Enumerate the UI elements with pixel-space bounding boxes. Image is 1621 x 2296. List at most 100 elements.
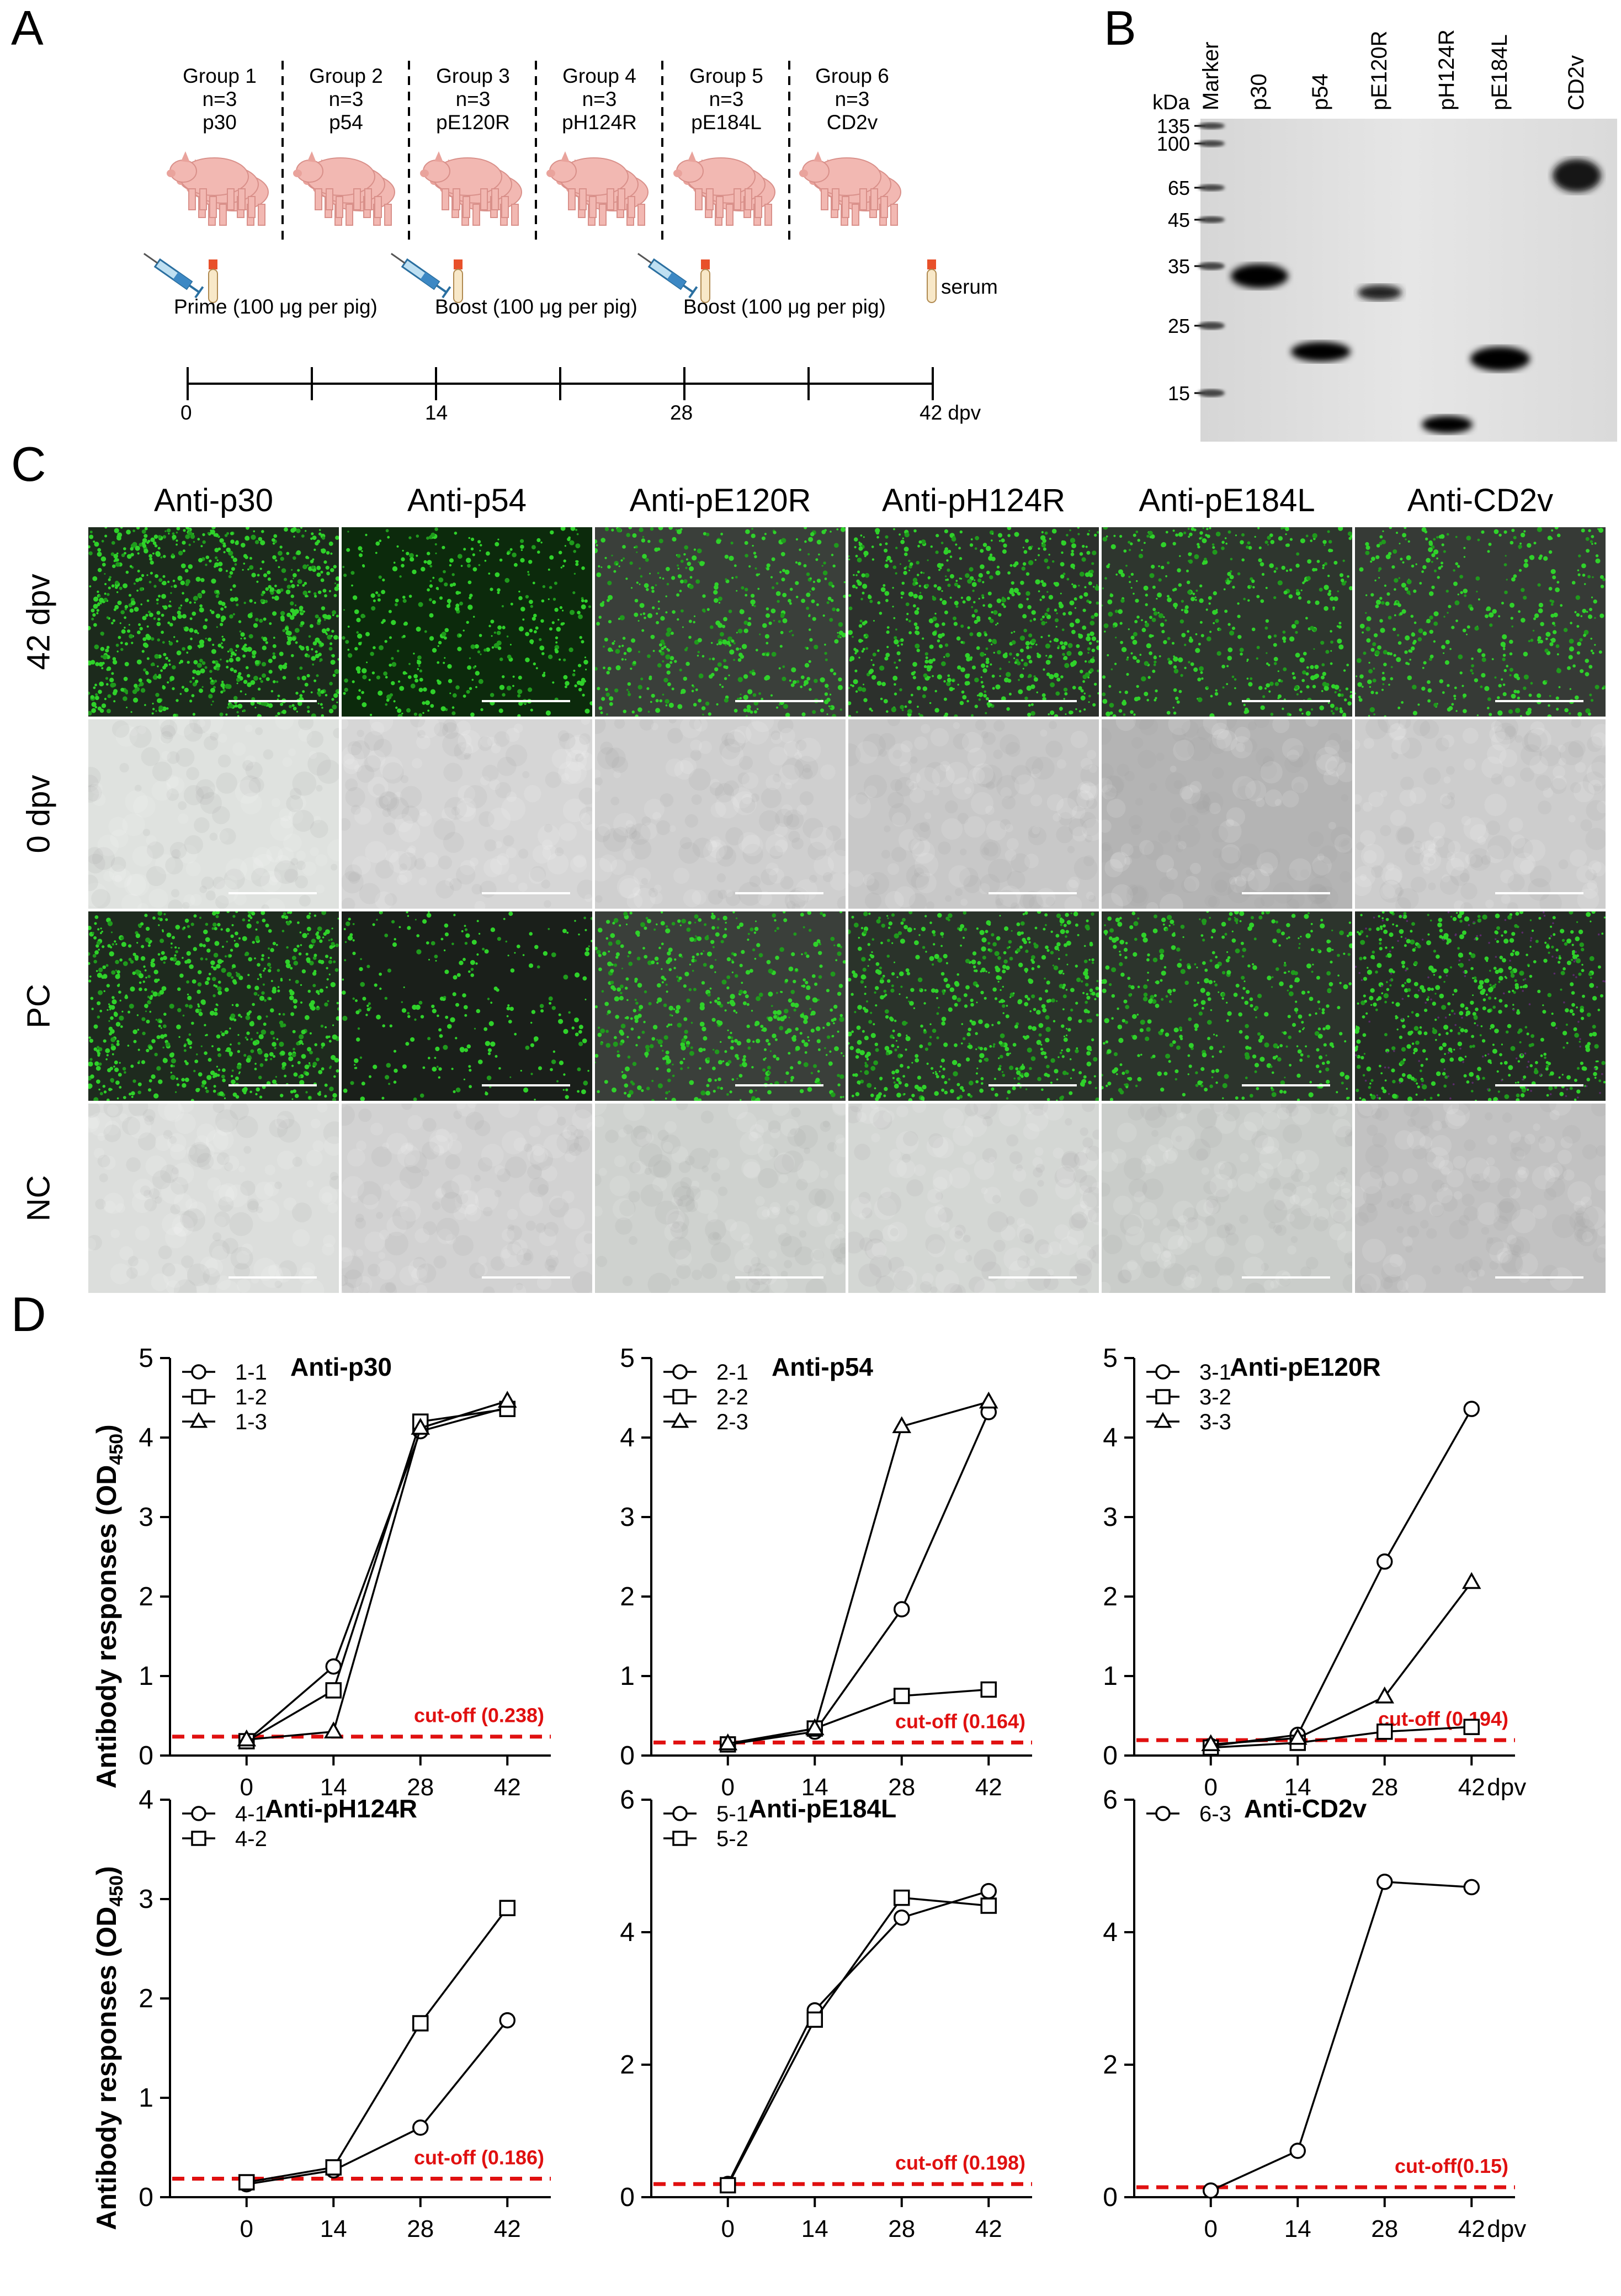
x-tick-label: 28	[407, 2215, 434, 2242]
marker-size-65: 65	[1168, 177, 1190, 199]
data-point	[1203, 2182, 1219, 2199]
series-line	[1210, 1582, 1473, 1746]
x-tick-label: 28	[888, 2215, 915, 2242]
scale-bar	[228, 1276, 317, 1279]
group-6-n: n=3	[835, 88, 870, 110]
micrograph-tile	[1102, 527, 1352, 717]
series-1-2	[238, 1401, 515, 1749]
scale-bar	[1242, 700, 1330, 702]
series-line	[246, 1408, 508, 1742]
group-3-antigen: pE120R	[436, 111, 510, 134]
x-unit-label: dpv	[1487, 2215, 1526, 2242]
legend-label: 1-1	[235, 1360, 267, 1385]
legend-label: 1-3	[235, 1410, 267, 1434]
syringe-icon	[637, 253, 698, 299]
series-1-3	[237, 1391, 517, 1747]
series-line	[1210, 1880, 1472, 2192]
data-point	[499, 2012, 515, 2029]
x-tick-label: 42	[975, 2215, 1002, 2242]
cutoff-label: cut-off (0.194)	[1378, 1708, 1508, 1730]
micrograph-tile	[342, 1104, 592, 1293]
series-line	[246, 1907, 508, 2183]
data-point	[325, 1658, 342, 1675]
row-label-3: NC	[20, 1175, 57, 1221]
panel-label-d: D	[11, 1287, 46, 1341]
y-tick-label: 1	[139, 2083, 153, 2113]
micrograph-image	[1355, 719, 1606, 909]
micrograph-image	[1102, 527, 1352, 717]
micrograph-image	[342, 527, 592, 717]
data-point	[720, 2177, 736, 2194]
micrograph-image	[88, 911, 339, 1101]
legend-label: 4-1	[235, 1802, 267, 1826]
micrograph-image	[342, 1104, 592, 1293]
micrograph-tile	[1102, 719, 1352, 909]
x-tick-label: 14	[801, 1774, 828, 1801]
marker-band	[1198, 262, 1225, 270]
series-line	[246, 1400, 508, 1741]
data-point	[806, 2011, 823, 2028]
blot-unit-label: kDa	[1152, 91, 1190, 114]
y-tick-label: 4	[139, 1785, 153, 1815]
chart-3: 0 1 2 3 4 0 14 28 42 Anti-pH124R cut-off (0.186) 4-…	[139, 1785, 551, 2242]
legend-label: 1-2	[235, 1385, 267, 1409]
micrograph-tile	[342, 527, 592, 717]
cutoff-label: cut-off (0.186)	[414, 2146, 544, 2169]
chart-4: 0 2 4 6 0 14 28 42 Anti-pE184L cut-off (0.198) 5-1…	[620, 1785, 1032, 2242]
timeline-tick-0: 0	[180, 401, 192, 424]
y-tick-label: 1	[620, 1662, 635, 1691]
marker-size-45: 45	[1168, 209, 1190, 231]
y-tick-label: 4	[620, 1423, 635, 1452]
band-pH124R	[1422, 416, 1473, 433]
legend-marker	[671, 1412, 689, 1428]
syringe-icon	[143, 253, 204, 299]
pig-icon	[673, 151, 775, 226]
y-tick-label: 5	[1103, 1344, 1118, 1373]
y-tick-label: 2	[139, 1582, 153, 1611]
cutoff-label: cut-off (0.198)	[895, 2151, 1025, 2174]
x-tick-label: 42	[494, 2215, 521, 2242]
scale-bar	[988, 1084, 1077, 1086]
lane-label-2: p54	[1308, 73, 1332, 110]
y-tick-label: 3	[139, 1885, 153, 1914]
ylabel-row1: Antibody responses (OD450)	[91, 1424, 127, 1789]
x-tick-label: 14	[801, 2215, 828, 2242]
y-tick-label: 1	[1103, 1662, 1118, 1691]
data-point	[805, 1718, 825, 1736]
scale-bar	[988, 1276, 1077, 1279]
lane-label-4: pH124R	[1434, 29, 1459, 110]
legend-marker	[672, 1364, 688, 1380]
micrograph-tile	[1355, 911, 1606, 1101]
legend-marker	[191, 1364, 206, 1380]
x-tick-label: 42	[1458, 2215, 1485, 2242]
chart-title: Anti-CD2v	[1244, 1794, 1367, 1823]
y-tick-label: 2	[1103, 2050, 1118, 2080]
micrograph-tile	[1355, 719, 1606, 909]
chart-title: Anti-p54	[772, 1353, 873, 1381]
group-3-title: Group 3	[436, 65, 510, 87]
micrograph-tile	[848, 911, 1099, 1101]
scale-bar	[228, 892, 317, 894]
panel-label-a: A	[11, 1, 44, 55]
microscopy-grid: Anti-p30 Anti-p54 Anti-pE120R Anti-pH124R An…	[0, 472, 1621, 1300]
data-point	[980, 1681, 997, 1698]
pig-icon	[167, 151, 269, 226]
scale-bar	[1242, 1276, 1330, 1279]
data-point	[894, 1909, 910, 1926]
band-CD2v	[1553, 159, 1601, 192]
scale-bar	[482, 892, 570, 894]
series-line	[727, 1890, 989, 2184]
y-tick-label: 2	[620, 1582, 635, 1611]
y-tick-label: 0	[139, 1741, 153, 1770]
micrograph-image	[88, 527, 339, 717]
cutoff-label: cut-off(0.15)	[1395, 2155, 1508, 2177]
timeline-tick-14: 14	[425, 401, 448, 424]
legend-label: 6-3	[1199, 1802, 1231, 1826]
x-tick-label: 42	[494, 1774, 521, 1801]
syringe-icon	[390, 253, 451, 299]
data-point	[1376, 1874, 1393, 1890]
x-unit-label: dpv	[1487, 1774, 1526, 1801]
micrograph-tile	[1355, 1104, 1606, 1293]
